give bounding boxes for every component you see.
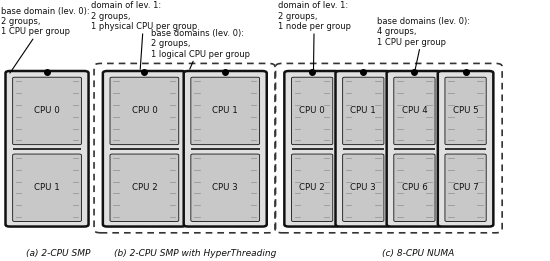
FancyBboxPatch shape (110, 77, 179, 145)
FancyBboxPatch shape (110, 154, 179, 222)
Text: CPU 2: CPU 2 (299, 183, 325, 192)
FancyBboxPatch shape (184, 71, 267, 227)
FancyBboxPatch shape (394, 77, 435, 145)
FancyBboxPatch shape (6, 71, 89, 227)
Text: CPU 1: CPU 1 (212, 106, 238, 115)
Text: base domains (lev. 0):
4 groups,
1 CPU per group: base domains (lev. 0): 4 groups, 1 CPU p… (377, 17, 470, 69)
Text: base domains (lev. 0):
2 groups,
1 logical CPU per group: base domains (lev. 0): 2 groups, 1 logic… (151, 29, 250, 69)
FancyBboxPatch shape (191, 154, 260, 222)
Text: CPU 5: CPU 5 (453, 106, 478, 115)
FancyBboxPatch shape (6, 71, 89, 227)
Text: base domain (lev. 0):
2 groups,
1 CPU per group: base domain (lev. 0): 2 groups, 1 CPU pe… (1, 7, 89, 73)
FancyBboxPatch shape (387, 71, 442, 227)
FancyBboxPatch shape (445, 77, 486, 145)
FancyBboxPatch shape (284, 71, 340, 227)
FancyBboxPatch shape (394, 154, 435, 222)
Text: CPU 3: CPU 3 (212, 183, 238, 192)
Text: CPU 0: CPU 0 (131, 106, 157, 115)
Text: CPU 7: CPU 7 (453, 183, 478, 192)
FancyBboxPatch shape (445, 154, 486, 222)
Text: CPU 6: CPU 6 (402, 183, 427, 192)
Text: domain of lev. 1:
2 groups,
1 physical CPU per group: domain of lev. 1: 2 groups, 1 physical C… (91, 1, 197, 69)
FancyBboxPatch shape (438, 71, 493, 227)
Text: CPU 1: CPU 1 (34, 183, 60, 192)
FancyBboxPatch shape (184, 71, 267, 227)
FancyBboxPatch shape (387, 71, 442, 227)
Text: (b) 2-CPU SMP with HyperThreading: (b) 2-CPU SMP with HyperThreading (114, 250, 277, 258)
FancyBboxPatch shape (336, 71, 391, 227)
Text: CPU 2: CPU 2 (131, 183, 157, 192)
Text: domain of lev. 1:
2 groups,
1 node per group: domain of lev. 1: 2 groups, 1 node per g… (278, 1, 351, 69)
Text: CPU 0: CPU 0 (34, 106, 60, 115)
FancyBboxPatch shape (103, 71, 186, 227)
FancyBboxPatch shape (284, 71, 340, 227)
FancyBboxPatch shape (191, 77, 260, 145)
FancyBboxPatch shape (343, 77, 384, 145)
Text: CPU 1: CPU 1 (350, 106, 376, 115)
Text: (c) 8-CPU NUMA: (c) 8-CPU NUMA (382, 250, 454, 258)
FancyBboxPatch shape (438, 71, 493, 227)
FancyBboxPatch shape (336, 71, 391, 227)
FancyBboxPatch shape (13, 77, 81, 145)
Text: CPU 4: CPU 4 (402, 106, 427, 115)
Text: CPU 3: CPU 3 (350, 183, 376, 192)
FancyBboxPatch shape (292, 77, 333, 145)
Text: (a) 2-CPU SMP: (a) 2-CPU SMP (25, 250, 90, 258)
FancyBboxPatch shape (13, 154, 81, 222)
FancyBboxPatch shape (343, 154, 384, 222)
FancyBboxPatch shape (103, 71, 186, 227)
FancyBboxPatch shape (292, 154, 333, 222)
Text: CPU 0: CPU 0 (299, 106, 325, 115)
